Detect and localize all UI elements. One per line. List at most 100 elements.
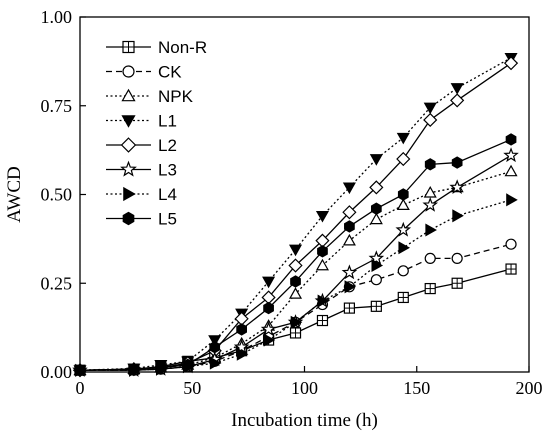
data-point (315, 210, 329, 223)
y-tick-label: 0.00 (41, 362, 73, 382)
data-point (451, 252, 463, 264)
data-point (424, 282, 436, 295)
x-tick-label: 100 (291, 378, 318, 398)
data-point (397, 291, 409, 304)
legend-label: CK (158, 63, 182, 82)
data-point (370, 202, 382, 215)
legend-item: L3 (106, 161, 177, 180)
legend-marker (122, 211, 135, 226)
legend: Non-R CK NPK L1 L2 L3 L4 L5 (106, 38, 207, 229)
data-point (449, 179, 465, 195)
data-point (290, 315, 303, 329)
data-point (288, 258, 303, 273)
series-line (79, 57, 512, 371)
data-point (503, 56, 519, 71)
data-point (341, 264, 358, 280)
data-point (397, 265, 409, 277)
data-point (505, 263, 517, 275)
data-point (425, 223, 437, 237)
data-point (343, 302, 355, 314)
data-point (451, 156, 463, 169)
data-point (262, 276, 276, 289)
data-point (209, 356, 222, 370)
data-point (315, 258, 329, 271)
data-point (344, 280, 357, 294)
data-point (396, 151, 411, 167)
data-point (506, 193, 518, 207)
y-tick-label: 1.00 (41, 7, 73, 27)
data-point (288, 244, 303, 257)
data-point (290, 275, 301, 288)
data-point (450, 83, 464, 95)
data-point (317, 294, 330, 308)
data-point (233, 338, 250, 354)
data-point (451, 277, 463, 289)
y-axis-title: AWCD (4, 166, 25, 223)
data-point (505, 133, 517, 146)
data-point (260, 321, 277, 337)
data-point (342, 233, 356, 246)
data-point (398, 241, 411, 255)
y-tick-label: 0.50 (41, 185, 73, 205)
data-point (342, 205, 357, 220)
legend-label: NPK (158, 87, 194, 106)
data-point (369, 154, 383, 166)
data-point (263, 333, 276, 347)
data-point (369, 180, 384, 195)
data-point (342, 182, 356, 195)
legend-label: L5 (158, 210, 177, 229)
data-point (369, 212, 383, 225)
y-tick-label: 0.25 (41, 273, 73, 293)
data-point (452, 209, 464, 223)
legend-label: L4 (158, 185, 177, 204)
data-point (396, 198, 410, 210)
data-point (128, 362, 140, 376)
data-point (371, 258, 384, 273)
x-axis-title: Incubation time (h) (231, 410, 378, 431)
x-tick-label: 200 (516, 378, 543, 398)
plot-area (72, 52, 519, 378)
data-point (208, 335, 222, 347)
data-point (182, 358, 194, 372)
legend-marker (121, 115, 136, 128)
x-tick-label: 50 (183, 378, 201, 398)
data-point (344, 220, 355, 233)
legend-label: L2 (158, 136, 177, 155)
data-point (423, 112, 438, 128)
data-point (317, 245, 328, 258)
legend-marker (122, 40, 135, 54)
legend-marker (121, 88, 136, 102)
legend-item: Non-R (106, 38, 207, 57)
y-tick-label: 0.75 (41, 96, 73, 116)
data-point (503, 147, 519, 163)
data-point (504, 164, 518, 177)
legend-item: L1 (106, 112, 177, 131)
data-point (155, 361, 167, 374)
x-tick-label: 0 (76, 378, 85, 398)
legend-marker (122, 65, 135, 78)
x-tick-label: 150 (403, 378, 430, 398)
data-point (396, 132, 410, 145)
data-point (289, 327, 302, 339)
data-point (370, 300, 382, 312)
axes: 0 50 100 150 200 0.00 0.25 0.50 0.75 1.00 (41, 7, 543, 398)
legend-label: L3 (158, 161, 177, 180)
data-point (424, 158, 436, 171)
legend-marker (123, 186, 136, 202)
data-point (395, 221, 412, 237)
data-point (209, 340, 221, 354)
legend-item: CK (106, 63, 182, 82)
data-point (368, 250, 385, 266)
series-l5 (74, 133, 517, 377)
data-point (236, 323, 248, 336)
data-point (263, 301, 274, 315)
legend-item: L2 (106, 136, 177, 155)
data-point (236, 347, 249, 361)
data-point (450, 93, 465, 108)
data-point (424, 252, 436, 264)
legend-item: NPK (106, 87, 194, 106)
legend-item: L5 (106, 210, 177, 229)
data-point (505, 238, 517, 250)
legend-marker (120, 137, 137, 153)
